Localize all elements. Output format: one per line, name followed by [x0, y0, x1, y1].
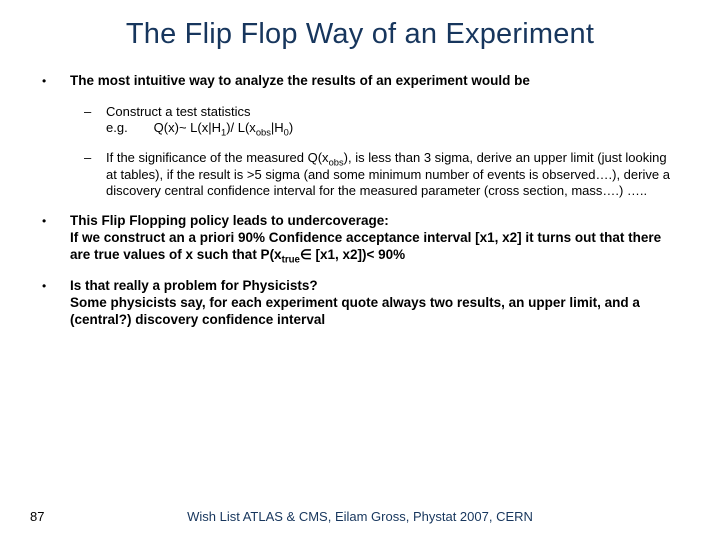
sub: true — [282, 255, 300, 266]
bullet-marker: • — [42, 73, 70, 90]
slide-title: The Flip Flop Way of an Experiment — [42, 18, 678, 51]
bullet-marker: • — [42, 278, 70, 329]
text: Is that really a problem for Physicists? — [70, 278, 318, 293]
bullet-2-text: This Flip Flopping policy leads to under… — [70, 213, 678, 264]
bullet-2: • This Flip Flopping policy leads to und… — [42, 213, 678, 264]
bullet-marker: – — [84, 104, 106, 137]
text: If the significance of the measured Q(x — [106, 150, 329, 165]
sub: obs — [256, 128, 271, 138]
text: This Flip Flopping policy leads to under… — [70, 213, 389, 228]
bullet-1b: – If the significance of the measured Q(… — [84, 150, 678, 199]
bullet-marker: • — [42, 213, 70, 264]
text: Construct a test statistics — [106, 104, 251, 119]
bullet-1a: – Construct a test statistics e.g. Q(x)~… — [84, 104, 678, 137]
text: e.g. Q(x)~ L(x|H — [106, 120, 221, 135]
bullet-1a-text: Construct a test statistics e.g. Q(x)~ L… — [106, 104, 678, 137]
bullet-marker: – — [84, 150, 106, 199]
bullet-1b-text: If the significance of the measured Q(xo… — [106, 150, 678, 199]
bullet-1: • The most intuitive way to analyze the … — [42, 73, 678, 90]
bullet-3: • Is that really a problem for Physicist… — [42, 278, 678, 329]
footer-text: Wish List ATLAS & CMS, Eilam Gross, Phys… — [0, 509, 720, 524]
text: )/ L(x — [226, 120, 256, 135]
bullet-3-text: Is that really a problem for Physicists?… — [70, 278, 678, 329]
text: Some physicists say, for each experiment… — [70, 295, 640, 327]
bullet-1-text: The most intuitive way to analyze the re… — [70, 73, 678, 90]
text: |H — [271, 120, 284, 135]
text: ∈ [x1, x2])< 90% — [300, 247, 405, 262]
text: ) — [289, 120, 293, 135]
slide: The Flip Flop Way of an Experiment • The… — [0, 0, 720, 540]
